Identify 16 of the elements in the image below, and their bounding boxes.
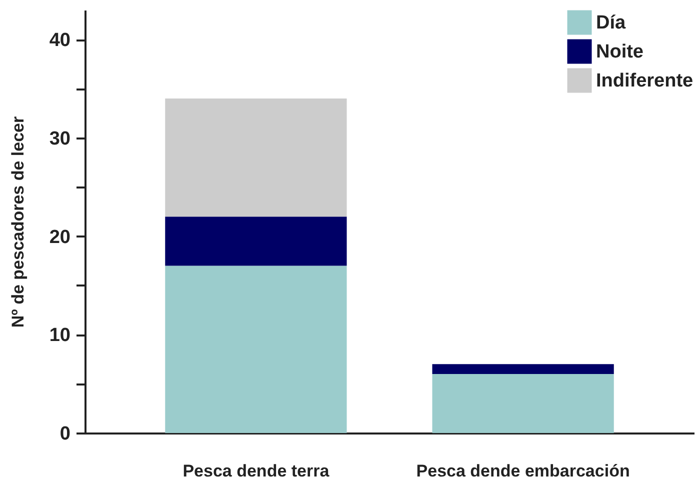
legend-label: Indiferente bbox=[596, 70, 694, 92]
bar bbox=[165, 98, 347, 217]
y-tick-label: 30 bbox=[49, 128, 70, 150]
bar bbox=[432, 374, 614, 433]
bar bbox=[432, 364, 614, 374]
bar bbox=[165, 266, 347, 433]
legend-label: Día bbox=[596, 12, 626, 34]
y-tick-label: 10 bbox=[49, 325, 70, 346]
x-tick-label: Pesca dende terra bbox=[182, 462, 330, 480]
y-tick-label: 0 bbox=[60, 424, 70, 444]
y-axis-title: Nº de pescadores de lecer bbox=[8, 116, 28, 328]
legend-label: Noite bbox=[596, 42, 644, 62]
y-tick-label: 40 bbox=[49, 30, 70, 52]
x-tick-label: Pesca dende embarcación bbox=[416, 462, 630, 480]
y-tick-label: 20 bbox=[49, 226, 70, 248]
bar bbox=[165, 216, 347, 266]
